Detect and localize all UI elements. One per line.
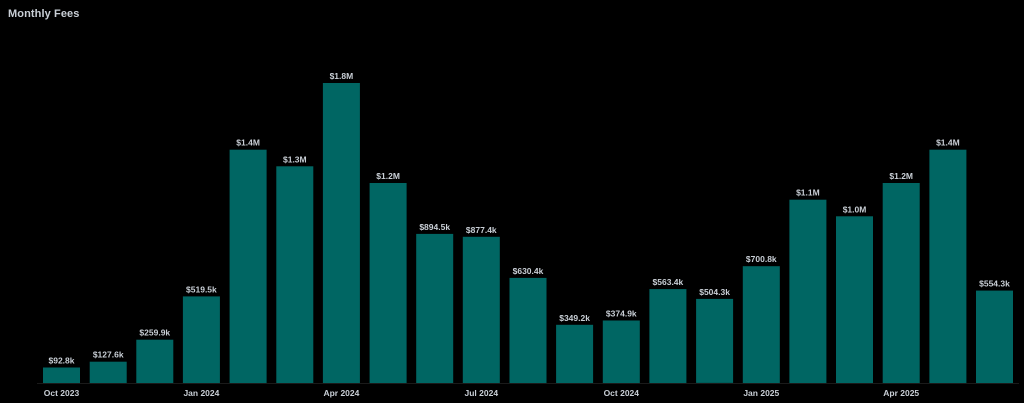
bar-aug-2024[interactable] xyxy=(509,277,547,383)
data-label: $1.8M xyxy=(330,71,354,81)
bar-apr-2024[interactable] xyxy=(322,83,360,383)
bar-apr-2025[interactable] xyxy=(882,183,920,383)
data-label: $1.0M xyxy=(843,204,867,214)
bars-layer xyxy=(43,83,1013,383)
data-label: $877.4k xyxy=(466,225,497,235)
bar-jul-2024[interactable] xyxy=(462,236,500,383)
data-label: $92.8k xyxy=(49,356,75,366)
data-label: $894.5k xyxy=(419,222,450,232)
x-tick-label: Jan 2025 xyxy=(743,388,779,398)
data-label: $374.9k xyxy=(606,309,637,319)
data-label: $630.4k xyxy=(513,266,544,276)
bar-oct-2023[interactable] xyxy=(43,367,80,384)
x-tick-label: Oct 2023 xyxy=(44,388,80,398)
chart-title: Monthly Fees xyxy=(8,8,80,20)
bar-may-2024[interactable] xyxy=(369,183,407,383)
data-label: $700.8k xyxy=(746,254,777,264)
data-label: $1.3M xyxy=(283,154,307,164)
bar-may-2025[interactable] xyxy=(929,149,967,383)
bar-dec-2023[interactable] xyxy=(136,339,174,383)
data-label: $1.2M xyxy=(376,171,400,181)
bar-oct-2024[interactable] xyxy=(602,320,640,384)
data-label: $127.6k xyxy=(93,350,124,360)
x-tick-label: Jul 2024 xyxy=(465,388,499,398)
data-label: $1.2M xyxy=(889,171,913,181)
data-label: $1.4M xyxy=(236,138,260,148)
bar-jun-2025[interactable] xyxy=(976,290,1013,383)
data-label: $259.9k xyxy=(139,328,170,338)
bar-jun-2024[interactable] xyxy=(416,233,454,383)
bar-sep-2024[interactable] xyxy=(556,324,594,383)
bar-mar-2025[interactable] xyxy=(836,216,873,383)
bar-jan-2025[interactable] xyxy=(742,266,780,383)
bar-feb-2024[interactable] xyxy=(229,149,267,383)
data-label: $519.5k xyxy=(186,284,217,294)
x-tick-label: Oct 2024 xyxy=(604,388,640,398)
bar-dec-2024[interactable] xyxy=(696,298,734,383)
bar-mar-2024[interactable] xyxy=(276,166,314,383)
bar-nov-2023[interactable] xyxy=(89,361,127,383)
bar-feb-2025[interactable] xyxy=(789,199,827,383)
data-labels-layer: $92.8k $127.6k $259.9k $519.5k $1.4M $1.3M $1.… xyxy=(49,71,1011,366)
data-label: $554.3k xyxy=(979,279,1010,289)
x-tick-label: Apr 2025 xyxy=(883,388,919,398)
x-axis-ticks: Oct 2023 Jan 2024 Apr 2024 Jul 2024 Oct 2024… xyxy=(44,388,920,398)
data-label: $349.2k xyxy=(559,313,590,323)
x-tick-label: Jan 2024 xyxy=(183,388,219,398)
data-label: $1.1M xyxy=(796,188,820,198)
bar-jan-2024[interactable] xyxy=(182,296,220,383)
data-label: $563.4k xyxy=(653,277,684,287)
bar-nov-2024[interactable] xyxy=(649,289,687,383)
data-label: $1.4M xyxy=(936,138,960,148)
x-tick-label: Apr 2024 xyxy=(323,388,359,398)
data-label: $504.3k xyxy=(699,287,730,297)
